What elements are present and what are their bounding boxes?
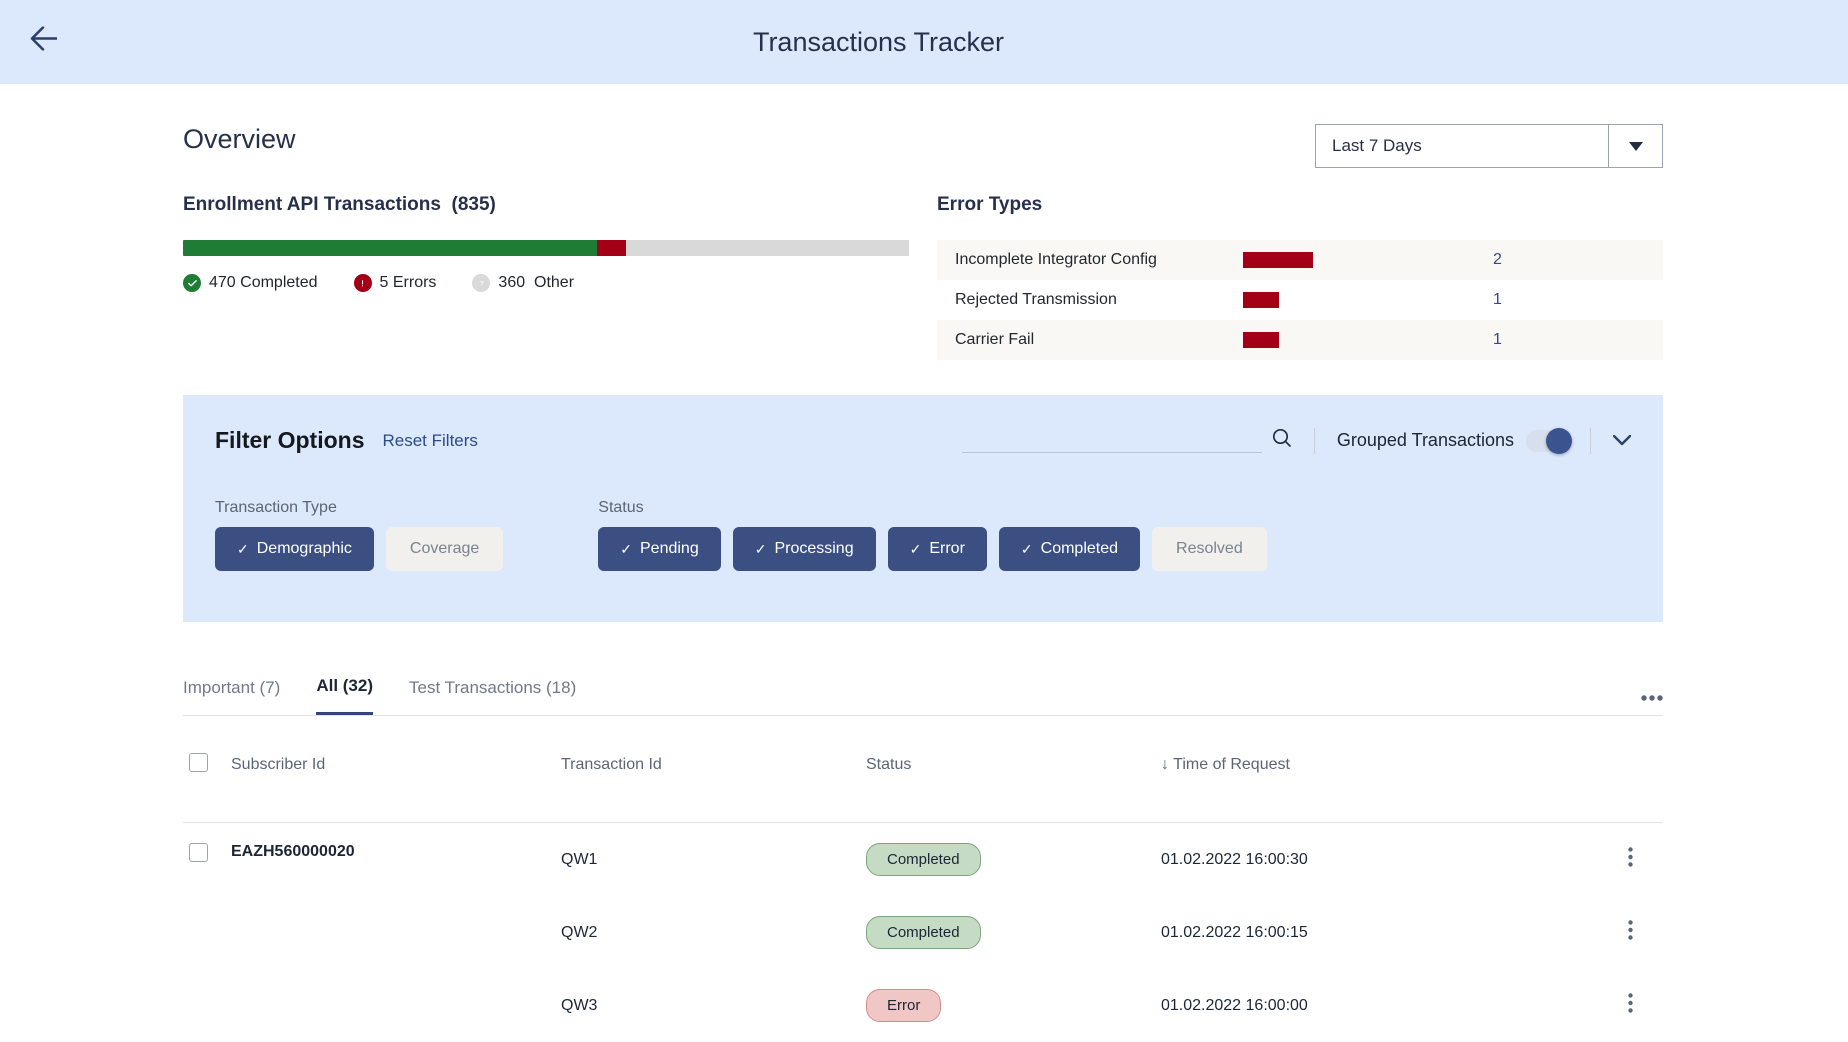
svg-text:?: ? [479,278,483,287]
